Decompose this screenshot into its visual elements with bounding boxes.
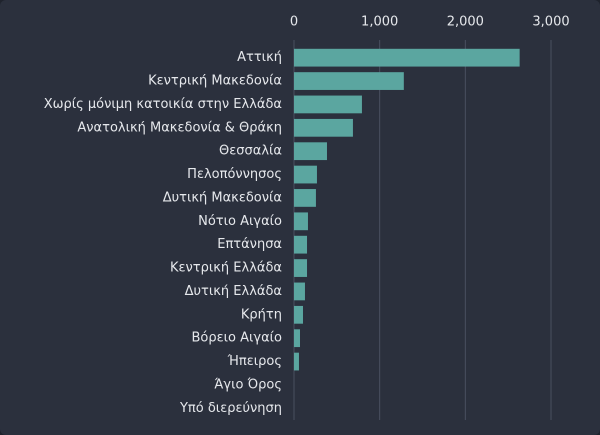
bar xyxy=(294,165,317,184)
bar xyxy=(294,95,362,114)
y-tick-label: Δυτική Μακεδονία xyxy=(163,190,282,205)
y-tick-label: Ήπειρος xyxy=(227,354,282,369)
bar xyxy=(294,189,316,207)
bar xyxy=(294,282,305,301)
y-tick-label: Αττική xyxy=(237,50,282,65)
y-tick-label: Επτάνησα xyxy=(217,237,282,252)
bar xyxy=(294,212,308,231)
y-tick-label: Ανατολική Μακεδονία & Θράκη xyxy=(77,120,282,135)
bar xyxy=(294,305,303,324)
y-tick-label: Κρήτη xyxy=(241,307,282,322)
y-tick-label: Θεσσαλία xyxy=(219,144,282,159)
y-tick-label: Βόρειο Αιγαίο xyxy=(191,331,282,346)
bar xyxy=(294,352,299,371)
y-tick-label: Κεντρική Ελλάδα xyxy=(170,261,282,276)
x-tick-label: 2,000 xyxy=(447,15,484,30)
y-tick-label: Κεντρική Μακεδονία xyxy=(148,74,282,89)
x-tick-label: 1,000 xyxy=(361,15,398,30)
bar xyxy=(294,259,308,277)
bar xyxy=(294,48,520,67)
bar xyxy=(294,72,404,90)
y-tick-label: Δυτική Ελλάδα xyxy=(185,284,282,299)
bar xyxy=(294,235,308,254)
y-tick-label: Νότιο Αιγαίο xyxy=(198,214,282,229)
bar xyxy=(294,142,327,161)
y-tick-label: Υπό διερεύνηση xyxy=(179,401,282,416)
y-tick-label: Πελοπόννησος xyxy=(187,167,282,182)
x-tick-label: 3,000 xyxy=(532,15,569,30)
bar xyxy=(294,118,353,137)
x-tick-label: 0 xyxy=(290,15,298,30)
y-tick-label: Χωρίς μόνιμη κατοικία στην Ελλάδα xyxy=(44,97,282,112)
y-tick-label: Άγιο Όρος xyxy=(214,377,282,392)
bar xyxy=(294,329,300,348)
